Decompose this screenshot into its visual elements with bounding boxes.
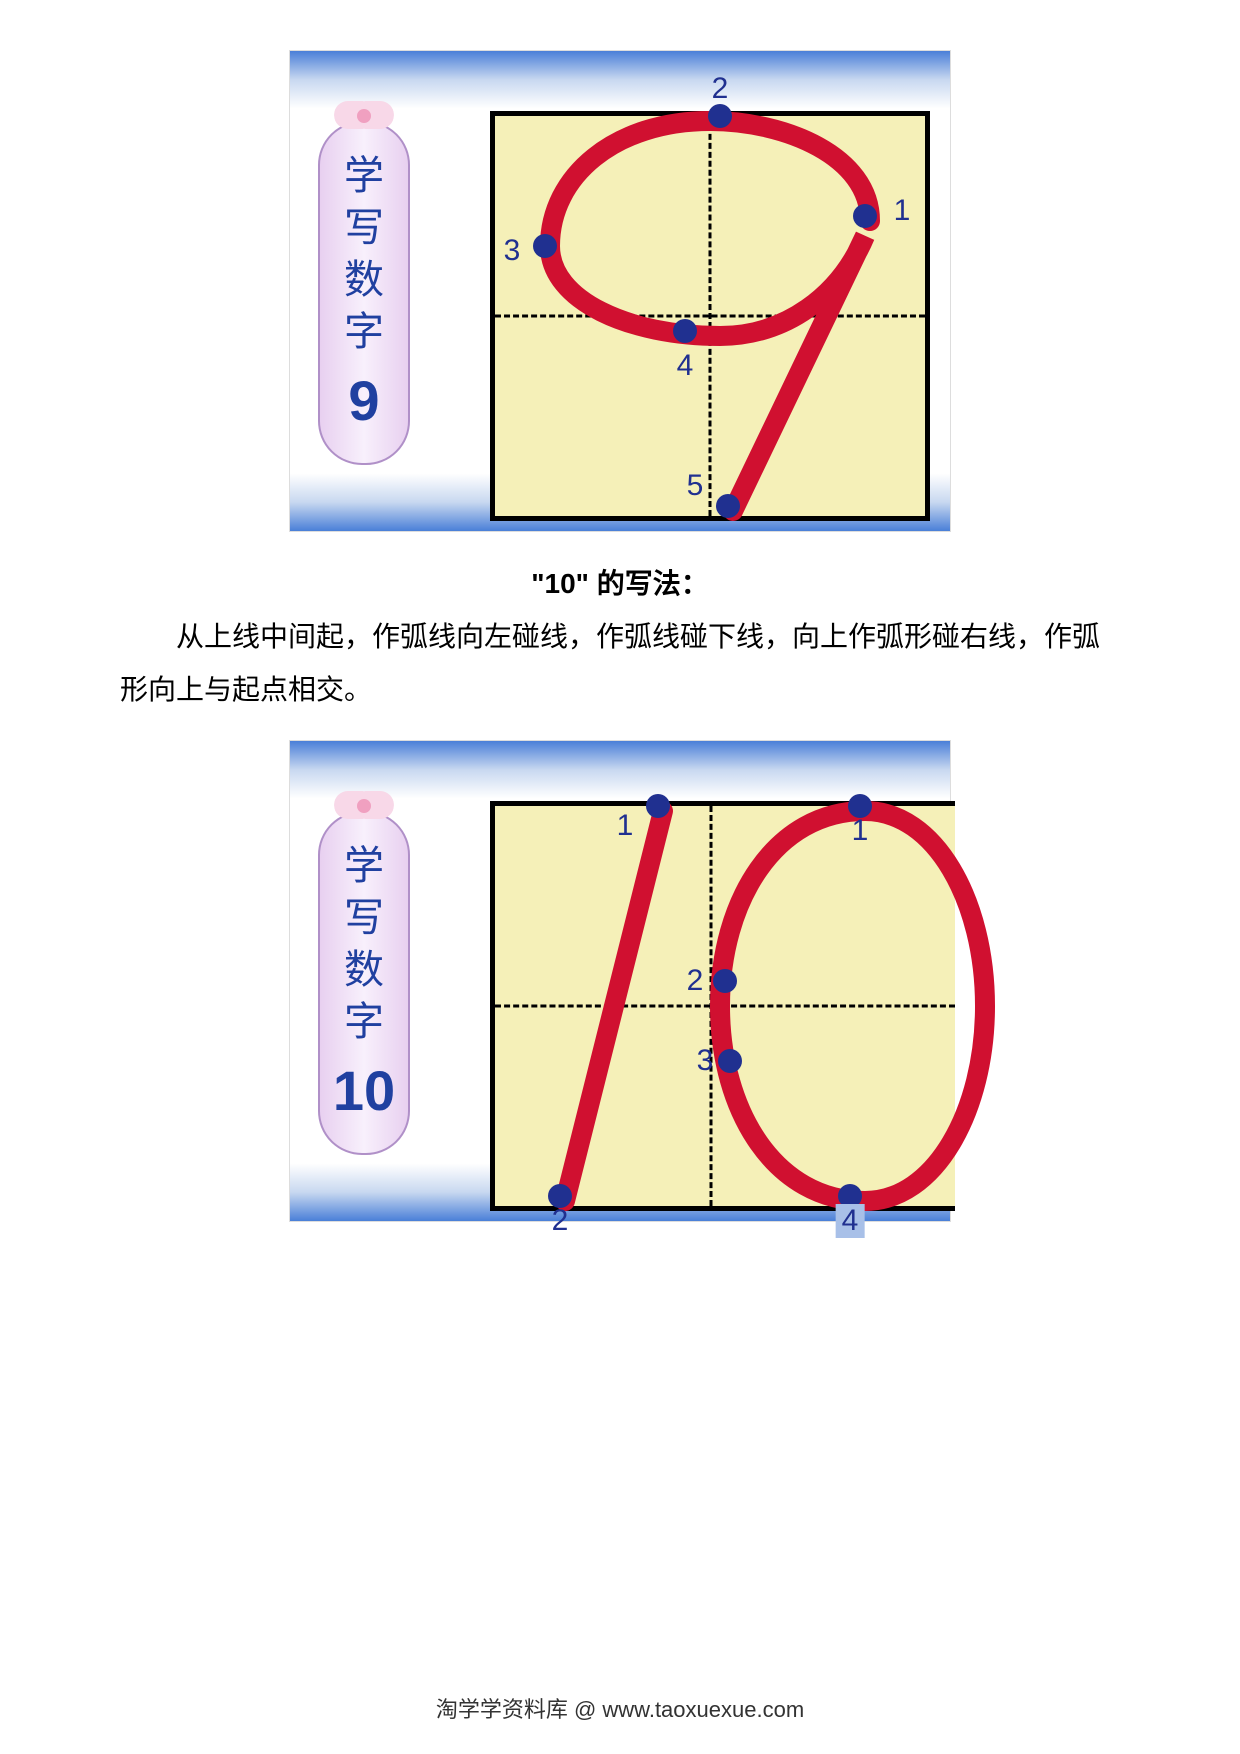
stroke-point [673,319,697,343]
stroke-point-label: 1 [617,809,634,843]
stroke-point [853,204,877,228]
badge-char: 写 [344,206,384,250]
heading-10: "10" 的写法： [0,562,1240,602]
footer-text: 淘学学资料库 @ www.taoxuexue.com [0,1692,1240,1724]
badge-number: 9 [348,368,379,433]
stroke-point [708,104,732,128]
stroke-point-label: 2 [687,964,704,998]
stroke-point-label: 2 [712,72,729,106]
stroke-point [716,494,740,518]
diagram-10: 学 写 数 字 10 121234 [289,740,951,1222]
stroke-point-label: 2 [552,1204,569,1238]
badge-char: 学 [344,154,384,198]
badge-char: 数 [344,258,384,302]
badge-char: 字 [344,310,384,354]
stroke-point [713,969,737,993]
stroke-point [718,1049,742,1073]
stroke-point [533,234,557,258]
stroke-point [646,794,670,818]
badge-char: 学 [344,844,384,888]
badge-10: 学 写 数 字 10 [318,811,410,1155]
body-text-10: 从上线中间起，作弧线向左碰线，作弧线碰下线，向上作弧形碰右线，作弧形向上与起点相… [120,610,1120,716]
stroke-point-label: 4 [836,1204,865,1238]
badge-char: 写 [344,896,384,940]
stroke-svg-10 [495,806,955,1206]
stroke-point-label: 3 [504,234,521,268]
diagram-9: 学 写 数 字 9 1 2 3 4 5 [289,50,951,532]
badge-number: 10 [333,1058,395,1123]
stroke-point-label: 4 [677,349,694,383]
stroke-point-label: 3 [697,1044,714,1078]
stroke-point-label: 1 [852,814,869,848]
badge-char: 数 [344,948,384,992]
stroke-point-label: 5 [687,469,704,503]
badge-9: 学 写 数 字 9 [318,121,410,465]
writing-grid [490,111,930,521]
writing-grid [490,801,955,1211]
badge-char: 字 [344,1000,384,1044]
stroke-svg-9 [495,116,925,516]
stroke-point-label: 1 [894,194,911,228]
